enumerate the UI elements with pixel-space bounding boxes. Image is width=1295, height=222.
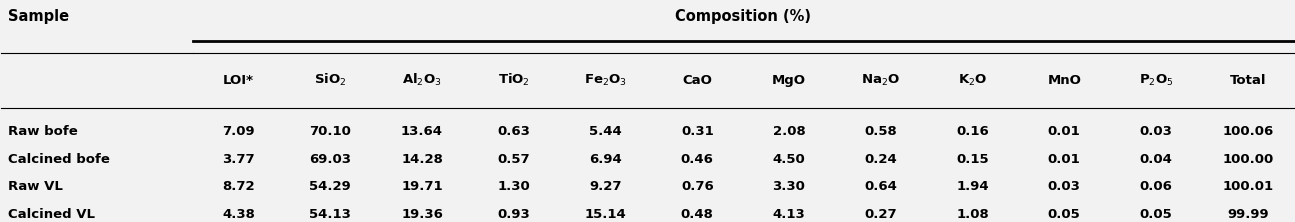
Text: MgO: MgO	[772, 74, 805, 87]
Text: Raw bofe: Raw bofe	[8, 125, 78, 138]
Text: 4.13: 4.13	[773, 208, 805, 221]
Text: 0.46: 0.46	[681, 153, 714, 166]
Text: 99.99: 99.99	[1226, 208, 1269, 221]
Text: 4.50: 4.50	[773, 153, 805, 166]
Text: 4.38: 4.38	[221, 208, 255, 221]
Text: Fe$_2$O$_3$: Fe$_2$O$_3$	[584, 73, 627, 88]
Text: 0.03: 0.03	[1140, 125, 1172, 138]
Text: 14.28: 14.28	[401, 153, 443, 166]
Text: 70.10: 70.10	[310, 125, 351, 138]
Text: SiO$_2$: SiO$_2$	[315, 72, 347, 88]
Text: 0.93: 0.93	[497, 208, 530, 221]
Text: 15.14: 15.14	[584, 208, 627, 221]
Text: 3.30: 3.30	[773, 180, 805, 193]
Text: 19.36: 19.36	[401, 208, 443, 221]
Text: 69.03: 69.03	[310, 153, 351, 166]
Text: 0.27: 0.27	[865, 208, 897, 221]
Text: Al$_2$O$_3$: Al$_2$O$_3$	[403, 72, 442, 88]
Text: 0.04: 0.04	[1140, 153, 1172, 166]
Text: 0.48: 0.48	[681, 208, 714, 221]
Text: 100.01: 100.01	[1222, 180, 1273, 193]
Text: 0.05: 0.05	[1048, 208, 1080, 221]
Text: Composition (%): Composition (%)	[675, 9, 811, 24]
Text: 54.13: 54.13	[310, 208, 351, 221]
Text: 100.00: 100.00	[1222, 153, 1273, 166]
Text: 0.58: 0.58	[864, 125, 897, 138]
Text: 0.64: 0.64	[864, 180, 897, 193]
Text: 6.94: 6.94	[589, 153, 622, 166]
Text: 2.08: 2.08	[773, 125, 805, 138]
Text: 1.94: 1.94	[956, 180, 989, 193]
Text: 0.03: 0.03	[1048, 180, 1081, 193]
Text: Total: Total	[1229, 74, 1267, 87]
Text: 19.71: 19.71	[401, 180, 443, 193]
Text: 0.31: 0.31	[681, 125, 714, 138]
Text: 0.06: 0.06	[1140, 180, 1172, 193]
Text: 100.06: 100.06	[1222, 125, 1273, 138]
Text: TiO$_2$: TiO$_2$	[497, 72, 530, 88]
Text: Sample: Sample	[8, 9, 69, 24]
Text: Calcined VL: Calcined VL	[8, 208, 95, 221]
Text: Raw VL: Raw VL	[8, 180, 62, 193]
Text: Calcined bofe: Calcined bofe	[8, 153, 110, 166]
Text: 13.64: 13.64	[401, 125, 443, 138]
Text: 0.15: 0.15	[956, 153, 989, 166]
Text: 5.44: 5.44	[589, 125, 622, 138]
Text: CaO: CaO	[682, 74, 712, 87]
Text: 0.01: 0.01	[1048, 153, 1080, 166]
Text: P$_2$O$_5$: P$_2$O$_5$	[1138, 73, 1173, 88]
Text: 0.01: 0.01	[1048, 125, 1080, 138]
Text: 1.30: 1.30	[497, 180, 530, 193]
Text: Na$_2$O: Na$_2$O	[861, 73, 900, 88]
Text: 3.77: 3.77	[223, 153, 255, 166]
Text: 0.24: 0.24	[864, 153, 897, 166]
Text: 7.09: 7.09	[223, 125, 255, 138]
Text: 8.72: 8.72	[223, 180, 255, 193]
Text: 0.63: 0.63	[497, 125, 530, 138]
Text: 0.76: 0.76	[681, 180, 714, 193]
Text: K$_2$O: K$_2$O	[958, 73, 987, 88]
Text: 0.16: 0.16	[956, 125, 989, 138]
Text: MnO: MnO	[1048, 74, 1081, 87]
Text: 0.57: 0.57	[497, 153, 530, 166]
Text: 0.05: 0.05	[1140, 208, 1172, 221]
Text: 54.29: 54.29	[310, 180, 351, 193]
Text: 1.08: 1.08	[956, 208, 989, 221]
Text: 9.27: 9.27	[589, 180, 622, 193]
Text: LOI*: LOI*	[223, 74, 254, 87]
